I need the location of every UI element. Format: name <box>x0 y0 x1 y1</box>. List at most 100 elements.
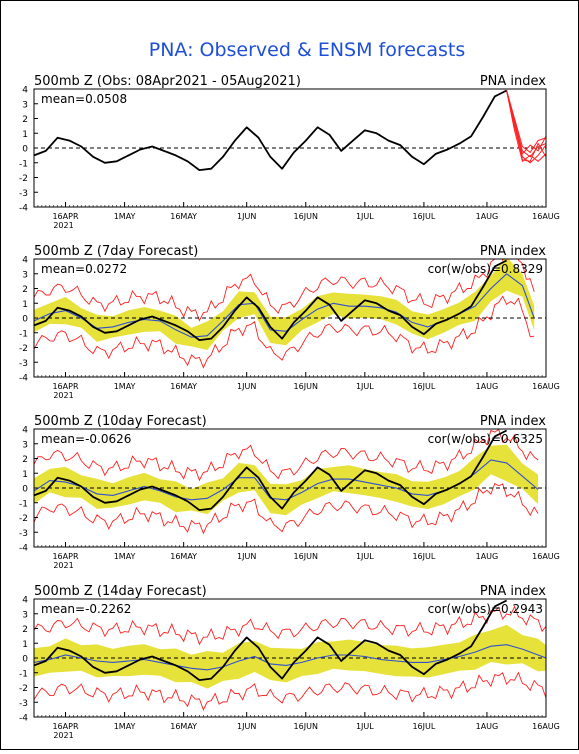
panel-right-label: PNA index <box>480 74 546 89</box>
x-tick-label: 16JUN <box>294 722 318 731</box>
x-tick-label: 16MAY <box>170 552 197 561</box>
x-tick-label: 1JUL <box>356 212 374 221</box>
panel-title: 500mb Z (14day Forecast) <box>34 584 207 599</box>
envelope-upper <box>34 259 535 322</box>
y-tick-label: 3 <box>22 610 28 620</box>
observed-line <box>34 89 508 172</box>
y-tick-label: 1 <box>22 470 28 480</box>
y-tick-label: -3 <box>19 359 28 369</box>
x-tick-label: 16JUL <box>412 212 435 221</box>
y-tick-label: 2 <box>22 455 28 465</box>
x-tick-label: 1JUN <box>237 212 256 221</box>
x-tick-label: 16JUL <box>412 382 435 391</box>
x-tick-label: 1JUN <box>237 722 256 731</box>
x-tick-label: 1MAY <box>114 212 136 221</box>
panel-right-label: PNA index <box>480 244 546 259</box>
x-tick-label: 1AUG <box>476 552 499 561</box>
observed-line <box>34 599 508 681</box>
x-tick-label: 1JUL <box>356 552 374 561</box>
panel-title: 500mb Z (Obs: 08Apr2021 - 05Aug2021) <box>34 74 301 89</box>
y-tick-label: 4 <box>22 596 28 606</box>
panel-2: -4 -3 -2 -1 0 1 2 3 4 16APR 1MAY 16MAY 1JUN 16JUN 1JUL… <box>19 414 560 570</box>
spread-band <box>34 259 535 350</box>
x-tick-label: 16MAY <box>170 722 197 731</box>
y-tick-label: -2 <box>19 344 28 354</box>
forecast-member-4 <box>506 90 546 155</box>
mean-label: mean=-0.2262 <box>41 602 131 616</box>
year-label: 2021 <box>53 221 73 230</box>
x-tick-label: 16APR <box>52 722 78 731</box>
mean-label: mean=-0.0626 <box>41 432 131 446</box>
correlation-label: cor(w/obs)=0.2943 <box>428 602 543 616</box>
envelope-upper <box>34 429 539 482</box>
panel-title: 500mb Z (10day Forecast) <box>34 414 207 429</box>
y-tick-label: -2 <box>19 514 28 524</box>
y-tick-label: -1 <box>19 669 28 679</box>
x-tick-label: 16APR <box>52 552 78 561</box>
envelope-lower <box>34 671 546 711</box>
y-tick-label: -4 <box>19 714 28 724</box>
x-tick-label: 16JUL <box>412 722 435 731</box>
panel-right-label: PNA index <box>480 584 546 599</box>
y-tick-label: -4 <box>19 544 28 554</box>
y-tick-label: 0 <box>22 655 28 665</box>
forecast-member-3 <box>506 90 546 163</box>
x-tick-label: 1AUG <box>476 382 499 391</box>
x-tick-label: 16JUL <box>412 552 435 561</box>
envelope-upper <box>34 605 546 646</box>
spread-band <box>34 624 546 689</box>
x-tick-label: 1JUL <box>356 382 374 391</box>
y-tick-label: 0 <box>22 145 28 155</box>
y-tick-label: -1 <box>19 329 28 339</box>
y-tick-label: 2 <box>22 625 28 635</box>
y-tick-label: 3 <box>22 100 28 110</box>
y-tick-label: 2 <box>22 115 28 125</box>
y-tick-label: 0 <box>22 315 28 325</box>
y-tick-label: -1 <box>19 499 28 509</box>
x-tick-label: 1MAY <box>114 382 136 391</box>
panel-0: -4 -3 -2 -1 0 1 2 3 4 16APR 1MAY 16MAY 1JUN 16JUN 1JUL… <box>19 74 560 230</box>
y-tick-label: -1 <box>19 159 28 169</box>
observed-line <box>34 429 508 512</box>
x-tick-label: 1JUN <box>237 552 256 561</box>
y-tick-label: 4 <box>22 256 28 266</box>
y-tick-label: -4 <box>19 374 28 384</box>
panel-right-label: PNA index <box>480 414 546 429</box>
figure-title: PNA: Observed & ENSM forecasts <box>149 39 466 61</box>
x-tick-label: 16AUG <box>532 382 560 391</box>
y-tick-label: -3 <box>19 189 28 199</box>
year-label: 2021 <box>53 561 73 570</box>
y-tick-label: 3 <box>22 440 28 450</box>
y-tick-label: -3 <box>19 699 28 709</box>
y-tick-label: 4 <box>22 426 28 436</box>
y-tick-label: 1 <box>22 130 28 140</box>
y-tick-label: -4 <box>19 204 28 214</box>
forecast-member-5 <box>506 90 546 162</box>
correlation-label: cor(w/obs)=0.6325 <box>428 432 543 446</box>
panel-1: -4 -3 -2 -1 0 1 2 3 4 16APR 1MAY 16MAY 1JUN 16JUN 1JUL… <box>19 244 560 400</box>
x-tick-label: 16JUN <box>294 382 318 391</box>
y-tick-label: 0 <box>22 485 28 495</box>
x-tick-label: 1JUN <box>237 382 256 391</box>
x-tick-label: 16MAY <box>170 212 197 221</box>
x-tick-label: 16JUN <box>294 212 318 221</box>
y-tick-label: 1 <box>22 300 28 310</box>
x-tick-label: 1AUG <box>476 212 499 221</box>
x-tick-label: 16JUN <box>294 552 318 561</box>
y-tick-label: 3 <box>22 270 28 280</box>
x-tick-label: 16APR <box>52 212 78 221</box>
x-tick-label: 1MAY <box>114 722 136 731</box>
observed-line <box>34 259 508 342</box>
x-tick-label: 1JUL <box>356 722 374 731</box>
y-tick-label: 2 <box>22 285 28 295</box>
y-tick-label: -2 <box>19 684 28 694</box>
x-tick-label: 16AUG <box>532 212 560 221</box>
mean-label: mean=0.0508 <box>41 92 127 106</box>
y-tick-label: 4 <box>22 86 28 96</box>
mean-label: mean=0.0272 <box>41 262 127 276</box>
panel-title: 500mb Z (7day Forecast) <box>34 244 198 259</box>
envelope-lower <box>34 482 539 535</box>
